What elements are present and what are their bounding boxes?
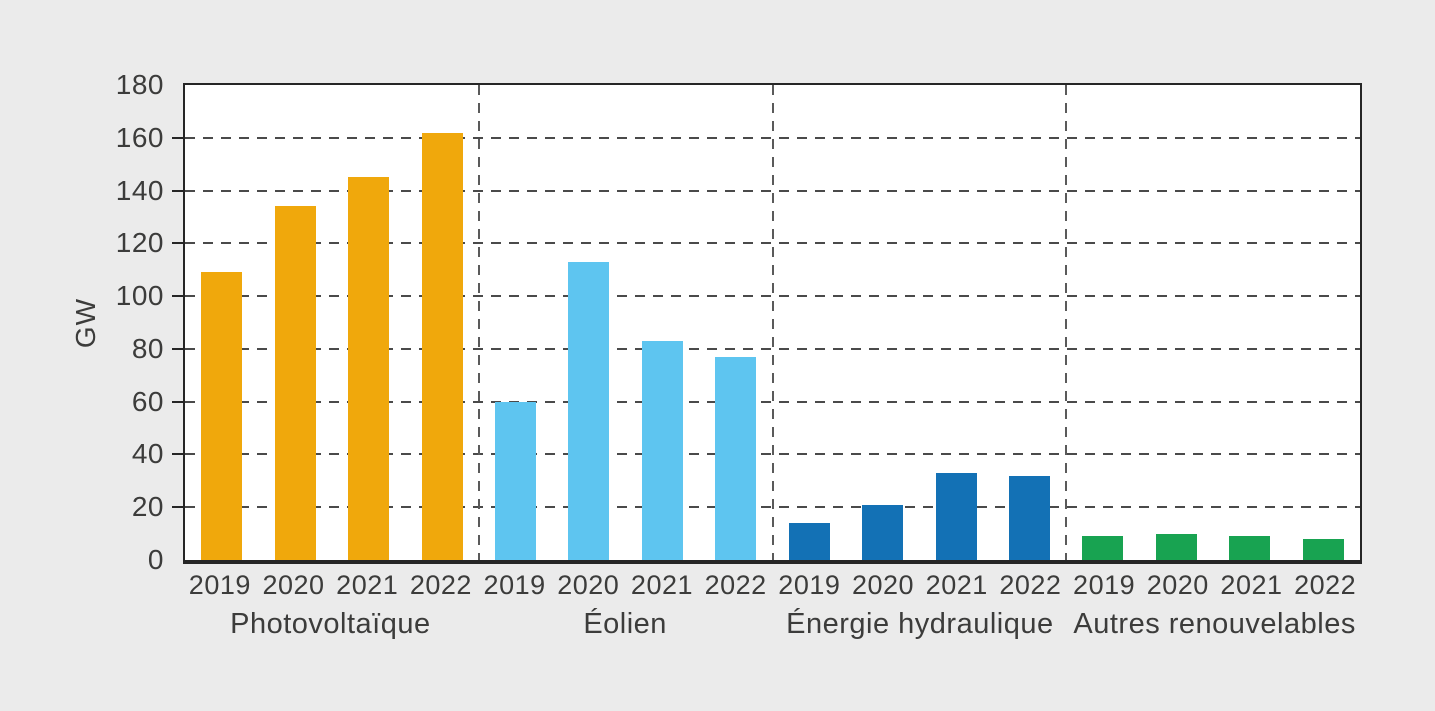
bar-Énergie hydraulique-2022 bbox=[1009, 475, 1051, 560]
y-tick-label: 140 bbox=[115, 174, 164, 206]
bar-slot bbox=[1287, 85, 1360, 560]
year-label: 2019 bbox=[1073, 570, 1136, 600]
year-label: 2020 bbox=[262, 570, 325, 600]
year-label: 2022 bbox=[999, 570, 1062, 600]
bar-Photovoltaïque-2021 bbox=[348, 177, 390, 560]
y-tick-label: 120 bbox=[115, 227, 164, 259]
year-label: 2019 bbox=[483, 570, 546, 600]
year-label: 2021 bbox=[630, 570, 693, 600]
bar-Photovoltaïque-2020 bbox=[274, 206, 316, 560]
bar-slot bbox=[699, 85, 772, 560]
y-tick-mark bbox=[172, 506, 183, 509]
category-labels-row: Photovoltaïque Éolien Énergie hydraulique A… bbox=[183, 608, 1362, 641]
y-tick-mark bbox=[172, 347, 183, 350]
y-tick-label: 100 bbox=[115, 280, 164, 312]
bar-slot bbox=[1066, 85, 1139, 560]
y-tick-label: 0 bbox=[147, 544, 164, 575]
year-label: 2019 bbox=[778, 570, 841, 600]
y-tick-mark bbox=[172, 136, 183, 139]
year-label: 2022 bbox=[409, 570, 472, 600]
bar-slot bbox=[993, 85, 1066, 560]
bar-Photovoltaïque-2022 bbox=[421, 132, 463, 560]
year-label: 2022 bbox=[704, 570, 767, 600]
year-label: 2019 bbox=[188, 570, 251, 600]
bar-slot bbox=[258, 85, 331, 560]
y-axis-tick-labels: 0 20 40 60 80 100 120 140 160 180 bbox=[0, 69, 164, 575]
bar-Photovoltaïque-2019 bbox=[201, 272, 243, 560]
bar-slot bbox=[773, 85, 846, 560]
year-label: 2021 bbox=[336, 570, 399, 600]
category-label: Énergie hydraulique bbox=[786, 608, 1054, 640]
bars-layer bbox=[185, 85, 1360, 560]
bar-slot bbox=[332, 85, 405, 560]
category-label: Photovoltaïque bbox=[230, 608, 431, 640]
bar-Énergie hydraulique-2019 bbox=[788, 523, 830, 560]
bar-slot bbox=[405, 85, 478, 560]
year-label: 2022 bbox=[1294, 570, 1357, 600]
year-label: 2021 bbox=[1220, 570, 1283, 600]
y-tick-label: 80 bbox=[131, 332, 164, 364]
bar-Éolien-2020 bbox=[568, 261, 610, 560]
bar-slot bbox=[846, 85, 919, 560]
y-tick-mark bbox=[172, 189, 183, 192]
bar-slot bbox=[1140, 85, 1213, 560]
y-tick-label: 40 bbox=[131, 438, 164, 470]
year-label: 2020 bbox=[851, 570, 915, 600]
bar-Éolien-2019 bbox=[494, 401, 536, 560]
category-label: Éolien bbox=[583, 608, 667, 640]
y-tick-mark bbox=[172, 400, 183, 403]
year-label: 2020 bbox=[1146, 570, 1209, 600]
bar-slot bbox=[919, 85, 992, 560]
bar-slot bbox=[1213, 85, 1286, 560]
bar-Autres renouvelables-2020 bbox=[1155, 533, 1197, 560]
bar-Autres renouvelables-2022 bbox=[1302, 538, 1344, 560]
category-label: Autres renouvelables bbox=[1073, 608, 1356, 640]
year-label: 2021 bbox=[925, 570, 988, 600]
bar-slot bbox=[626, 85, 699, 560]
y-tick-label: 20 bbox=[131, 491, 164, 523]
bar-Éolien-2022 bbox=[715, 356, 757, 560]
y-tick-label: 160 bbox=[115, 121, 164, 153]
bar-Énergie hydraulique-2020 bbox=[862, 504, 904, 560]
bar-slot bbox=[185, 85, 258, 560]
bar-Autres renouvelables-2021 bbox=[1229, 536, 1271, 560]
bar-Énergie hydraulique-2021 bbox=[935, 472, 977, 560]
bar-Autres renouvelables-2019 bbox=[1082, 536, 1124, 560]
y-tick-mark bbox=[172, 453, 183, 456]
y-tick-label: 180 bbox=[115, 69, 164, 100]
year-label: 2020 bbox=[557, 570, 620, 600]
bar-slot bbox=[552, 85, 625, 560]
y-axis-tick-marks bbox=[172, 85, 183, 560]
bar-Éolien-2021 bbox=[641, 340, 683, 560]
bar-slot bbox=[479, 85, 552, 560]
y-tick-label: 60 bbox=[131, 385, 164, 417]
year-labels-row: 2019 2020 2021 2022 2019 2020 2021 2022 2019 2020… bbox=[183, 570, 1362, 601]
y-tick-mark bbox=[172, 295, 183, 298]
y-tick-mark bbox=[172, 242, 183, 245]
plot-area bbox=[183, 83, 1362, 564]
